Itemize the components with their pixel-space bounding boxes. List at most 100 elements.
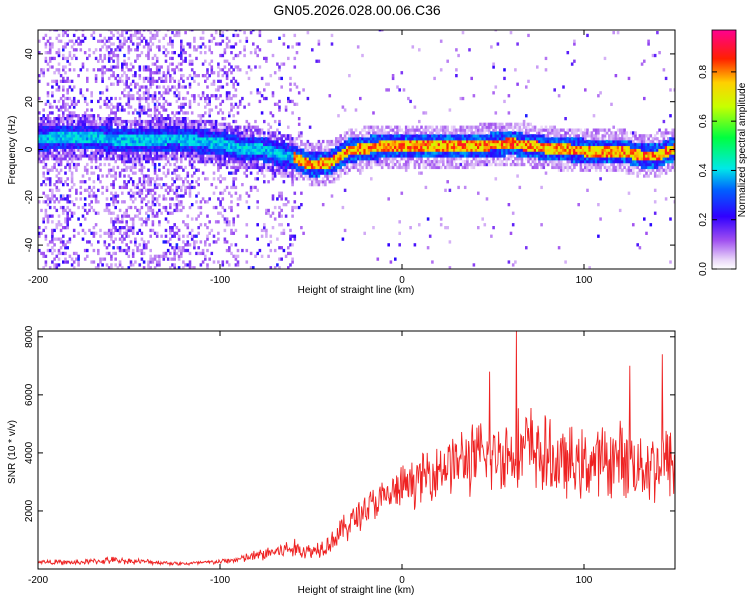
spectrogram-cell [280,191,283,195]
spectrogram-cell [112,53,115,58]
spectrogram-cell [62,85,65,89]
spectrogram-cell [337,160,340,164]
spectrogram-cell [214,220,218,224]
spectrogram-cell [151,36,155,40]
spectrogram-cell [105,119,109,124]
spectrogram-cell [359,142,362,147]
spectrogram-cell [125,157,128,161]
spectrogram-cell [70,180,74,184]
spectrogram-cell [140,96,144,101]
spectrogram-cell [291,208,294,213]
spectrogram-cell [83,165,87,170]
spectrogram-cell [142,139,146,144]
spectrogram-cell [107,139,111,144]
spectrogram-cell [361,168,364,172]
spectrogram-cell [103,53,107,58]
spectrogram-cell [147,91,150,95]
spectrogram-cell [112,183,115,187]
spectrogram-cell [103,148,107,152]
spectrogram-cell [173,119,176,124]
spectrogram-cell [177,82,181,86]
spectrogram-cell [256,88,259,92]
spectrogram-cell [328,142,332,147]
spectrogram-cell [140,165,144,170]
spectrogram-cell [79,117,83,121]
spectrogram-cell [214,154,218,158]
spectrogram-cell [199,240,203,244]
spectrogram-cell [418,128,421,132]
spectrogram-cell [123,148,126,152]
spectrogram-cell [101,79,104,83]
spectrogram-cell [197,214,200,218]
spectrogram-cell [193,119,196,124]
spectrogram-cell [356,151,360,155]
spectrogram-cell [210,51,214,55]
spectrogram-cell [90,91,93,95]
spectrogram-cell [134,162,137,167]
spectrogram-cell [256,162,259,167]
spectrogram-cell [94,200,98,204]
spectrogram-cell [201,125,205,129]
spectrogram-cell [424,151,428,155]
spectrogram-cell [413,145,417,149]
spectrogram-cell [422,154,425,158]
spectrogram-cell [147,42,150,46]
spectrogram-cell [92,51,96,55]
spectrogram-cell [214,240,218,244]
spectrogram-cell [92,137,96,141]
spectrogram-cell [97,200,100,204]
spectrogram-cell [404,125,408,129]
spectrogram-cell [59,180,63,184]
spectrogram-cell [175,246,179,250]
spectrogram-cell [387,88,390,92]
spectrogram-cell [463,154,467,158]
spectrogram-cell [221,128,225,132]
spectrogram-cell [118,174,122,178]
spectrogram-cell [40,131,43,135]
spectrogram-cell [180,128,183,132]
spectrogram-cell [121,226,124,230]
spectrogram-cell [48,30,52,32]
spectrogram-cell [232,231,235,235]
spectrogram-cell [256,148,259,152]
spectrogram-cell [114,194,117,198]
spectrogram-cell [217,74,220,78]
spectrogram-cell [265,59,268,63]
spectrogram-cell [44,162,48,167]
spectrogram-cell [121,30,124,32]
spectrogram-cell [282,134,286,138]
spectrogram-cell [136,139,139,144]
spectrogram-cell [367,131,371,135]
spectrogram-cell [149,114,152,118]
spectrogram-cell [328,154,332,158]
spectrogram-cell [40,68,43,72]
spectrogram-cell [134,171,137,175]
spectrogram-cell [289,171,292,175]
spectrogram-cell [389,142,393,147]
spectrogram-cell [228,68,231,72]
spectrogram-cell [365,125,369,129]
spectrogram-cell [57,114,61,118]
spectrogram-cell [267,157,270,161]
spectrogram-cell [175,174,179,178]
spectrogram-cell [107,234,111,238]
spectrogram-cell [212,148,216,152]
spectrogram-cell [147,214,150,218]
spectrogram-cell [442,151,445,155]
spectrogram-cell [129,151,133,155]
spectrogram-cell [180,51,183,55]
spectrogram-cell [72,203,76,207]
spectrogram-cell [138,36,142,40]
spectrogram-cell [186,174,190,178]
spectrogram-cell [129,105,133,109]
spectrogram-cell [217,165,220,170]
spectrogram-cell [66,162,69,167]
spectrogram-cell [57,125,61,129]
spectrogram-cell [186,137,190,141]
spectrogram-cell [77,42,80,46]
spectrogram-cell [315,174,318,178]
spectrogram-cell [335,177,338,181]
spectrogram-cell [236,131,240,135]
spectrogram-cell [422,151,425,155]
spectrogram-cell [466,151,469,155]
